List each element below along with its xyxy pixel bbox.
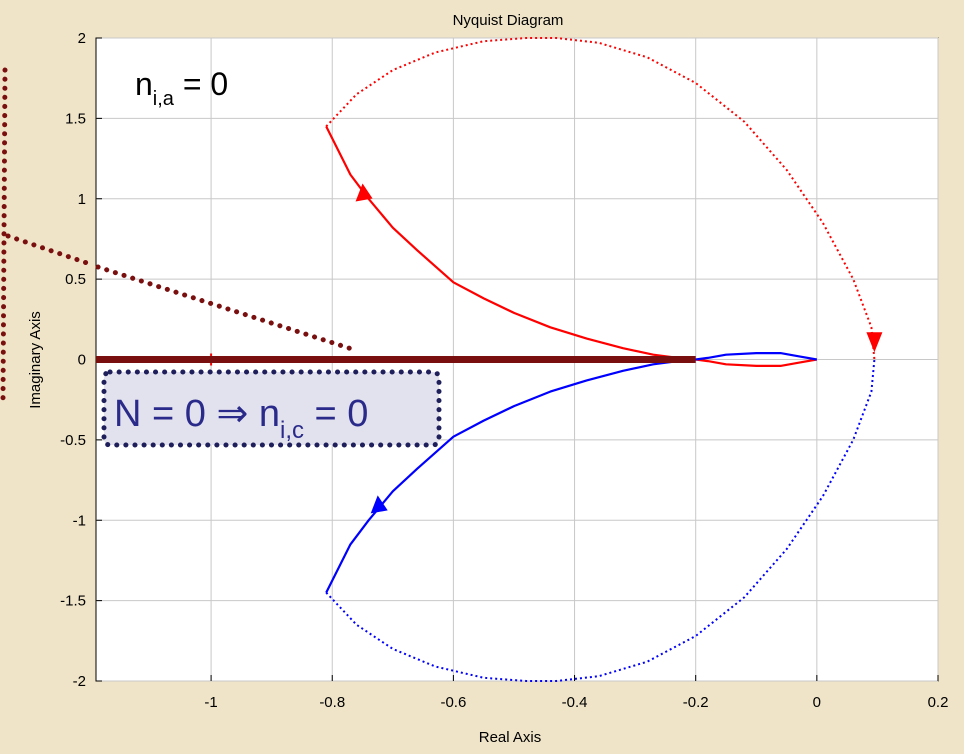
chart-title: Nyquist Diagram: [453, 12, 564, 29]
direction-arrow: [370, 495, 388, 514]
series-line-4: [325, 359, 876, 682]
x-tick-label: -0.4: [562, 694, 588, 711]
y-axis-label: Imaginary Axis: [27, 311, 44, 409]
x-tick-label: -0.6: [440, 694, 466, 711]
y-tick-label: 1: [78, 191, 86, 208]
annotation-box-lhs: N = 0 ⇒ n: [114, 393, 280, 435]
x-tick-label: -0.8: [319, 694, 345, 711]
y-tick-label: -1.5: [60, 593, 86, 610]
annotation-top-base: n: [135, 66, 153, 102]
y-tick-label: -1: [73, 512, 86, 529]
annotation-box-rest: = 0: [304, 393, 368, 435]
pointer-dotted-line: [5, 233, 93, 267]
direction-arrow: [355, 183, 373, 202]
x-tick-label: -1: [204, 694, 217, 711]
y-tick-label: 1.5: [65, 110, 86, 127]
highlight-group: [0, 67, 696, 403]
x-tick-label: 0.2: [928, 694, 949, 711]
direction-arrow: [866, 332, 883, 353]
annotation-top-label: ni,a = 0: [135, 66, 228, 110]
y-tick-label: 2: [78, 30, 86, 47]
series-line-3: [325, 37, 876, 360]
y-tick-label: 0.5: [65, 271, 86, 288]
grid-lines: [96, 37, 939, 682]
x-axis-label: Real Axis: [479, 729, 542, 746]
annotation-box-label: N = 0 ⇒ ni,c = 0: [114, 393, 368, 444]
annotation-box-subscript: i,c: [280, 417, 304, 444]
annotation-box: [101, 369, 442, 448]
y-tick-label: -0.5: [60, 432, 86, 449]
pointer-dotted-line: [95, 264, 358, 353]
arrow-group: [355, 183, 883, 514]
x-tick-label: 0: [813, 694, 821, 711]
y-tick-label: -2: [73, 673, 86, 690]
pointer-dotted-line: [0, 67, 8, 403]
y-tick-label: 0: [78, 352, 86, 369]
x-tick-label: -0.2: [683, 694, 709, 711]
axis-ticks: -1 -0.8 -0.6 -0.4 -0.2 0 0.2 -2 -1.5 -1 -0.5 0 0.5 1 1…: [60, 30, 948, 711]
annotation-top-rest: = 0: [174, 66, 228, 102]
series-line-1: [325, 125, 817, 367]
annotation-top-subscript: i,a: [153, 88, 175, 110]
